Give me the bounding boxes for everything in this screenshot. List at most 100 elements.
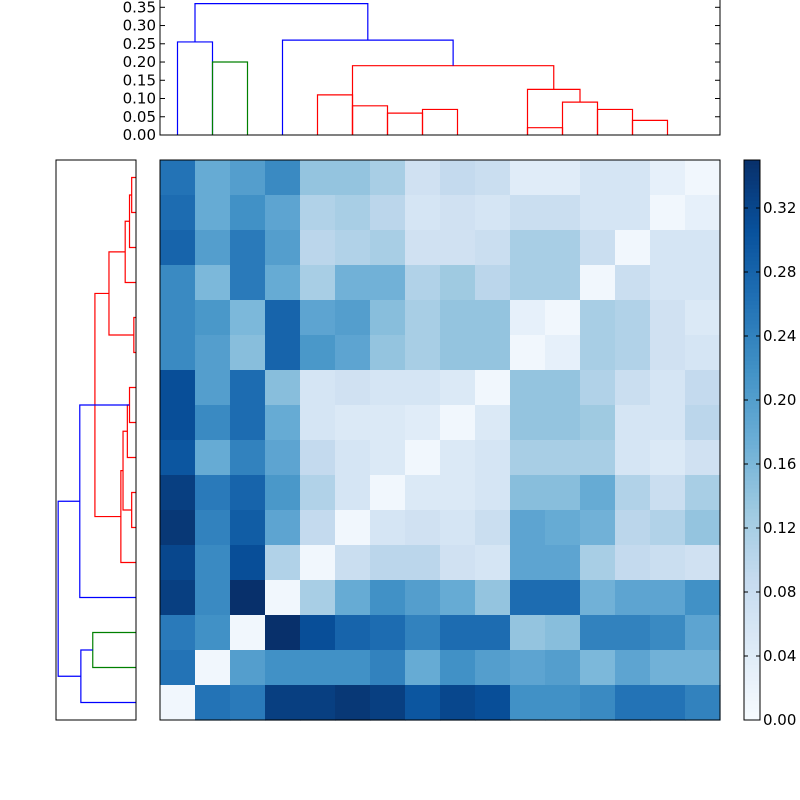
- colorbar-segment: [744, 524, 760, 529]
- heatmap-cell: [475, 300, 511, 336]
- colorbar-segment: [744, 400, 760, 405]
- colorbar-tick-label: 0.04: [763, 647, 796, 665]
- colorbar-tick-label: 0.16: [763, 455, 796, 473]
- heatmap-cell: [475, 615, 511, 651]
- colorbar-segment: [744, 528, 760, 533]
- colorbar-segment: [744, 568, 760, 573]
- heatmap-cell: [440, 615, 476, 651]
- heatmap-cell: [230, 545, 266, 581]
- heatmap-cell: [650, 335, 686, 371]
- colorbar-segment: [744, 668, 760, 673]
- heatmap-cell: [405, 265, 441, 301]
- heatmap-cell: [475, 195, 511, 231]
- heatmap-cell: [265, 650, 301, 686]
- heatmap-cell: [685, 335, 721, 371]
- colorbar-segment: [744, 412, 760, 417]
- heatmap-cell: [335, 685, 371, 721]
- heatmap-cell: [475, 510, 511, 546]
- colorbar-segment: [744, 500, 760, 505]
- heatmap-cell: [370, 545, 406, 581]
- colorbar-tick-label: 0.08: [763, 583, 796, 601]
- colorbar-segment: [744, 620, 760, 625]
- colorbar-segment: [744, 324, 760, 329]
- heatmap-cell: [580, 685, 616, 721]
- colorbar-tick-label: 0.12: [763, 519, 796, 537]
- colorbar-segment: [744, 640, 760, 645]
- colorbar-segment: [744, 424, 760, 429]
- heatmap-cell: [615, 230, 651, 266]
- heatmap-cell: [160, 440, 196, 476]
- heatmap-cell: [335, 335, 371, 371]
- heatmap-cell: [300, 195, 336, 231]
- heatmap-cell: [545, 580, 581, 616]
- heatmap-cell: [475, 265, 511, 301]
- heatmap-cell: [160, 545, 196, 581]
- colorbar-segment: [744, 300, 760, 305]
- colorbar-segment: [744, 676, 760, 681]
- left-dendrogram-link: [80, 649, 136, 704]
- colorbar-segment: [744, 436, 760, 441]
- colorbar-segment: [744, 572, 760, 577]
- top-dendrogram-tick-label: 0.20: [123, 53, 156, 71]
- heatmap-cell: [370, 440, 406, 476]
- heatmap-cell: [685, 370, 721, 406]
- colorbar-segment: [744, 352, 760, 357]
- colorbar-segment: [744, 564, 760, 569]
- heatmap-cell: [160, 335, 196, 371]
- heatmap-cell: [475, 160, 511, 196]
- heatmap-cell: [650, 615, 686, 651]
- heatmap-cell: [440, 580, 476, 616]
- heatmap-cell: [195, 685, 231, 721]
- heatmap-cell: [510, 230, 546, 266]
- heatmap-cell: [615, 475, 651, 511]
- heatmap-cell: [510, 685, 546, 721]
- colorbar-segment: [744, 680, 760, 685]
- heatmap-cell: [370, 160, 406, 196]
- colorbar-segment: [744, 388, 760, 393]
- heatmap-cell: [335, 615, 371, 651]
- colorbar-segment: [744, 172, 760, 177]
- colorbar-segment: [744, 660, 760, 665]
- heatmap-cell: [440, 335, 476, 371]
- colorbar-segment: [744, 692, 760, 697]
- colorbar-segment: [744, 260, 760, 265]
- heatmap-cell: [265, 265, 301, 301]
- heatmap-cell: [195, 335, 231, 371]
- heatmap-cell: [335, 405, 371, 441]
- top-dendrogram-tick-label: 0.05: [123, 108, 156, 126]
- heatmap-cell: [440, 370, 476, 406]
- top-dendrogram-link: [194, 3, 369, 42]
- colorbar-segment: [744, 508, 760, 513]
- top-dendrogram-tick-label: 0.25: [123, 35, 156, 53]
- heatmap-cell: [370, 335, 406, 371]
- left-dendrogram-link: [128, 386, 136, 424]
- colorbar-segment: [744, 284, 760, 289]
- heatmap-cell: [650, 545, 686, 581]
- heatmap-cell: [265, 195, 301, 231]
- heatmap-cell: [160, 510, 196, 546]
- colorbar-segment: [744, 416, 760, 421]
- heatmap-cell: [230, 370, 266, 406]
- left-dendrogram-link: [79, 404, 136, 599]
- colorbar-segment: [744, 716, 760, 721]
- heatmap-cell: [195, 650, 231, 686]
- heatmap-cell: [265, 300, 301, 336]
- heatmap-cell: [580, 160, 616, 196]
- colorbar-segment: [744, 432, 760, 437]
- heatmap-cell: [580, 405, 616, 441]
- heatmap-cell: [510, 370, 546, 406]
- colorbar-segment: [744, 268, 760, 273]
- heatmap-cell: [405, 615, 441, 651]
- heatmap-cell: [650, 510, 686, 546]
- colorbar-tick-label: 0.24: [763, 327, 796, 345]
- heatmap-cell: [265, 615, 301, 651]
- heatmap-cell: [195, 195, 231, 231]
- heatmap-cell: [370, 405, 406, 441]
- heatmap-cell: [160, 650, 196, 686]
- heatmap-cell: [510, 300, 546, 336]
- heatmap-cell: [230, 230, 266, 266]
- colorbar-segment: [744, 492, 760, 497]
- colorbar-segment: [744, 632, 760, 637]
- heatmap-cell: [440, 195, 476, 231]
